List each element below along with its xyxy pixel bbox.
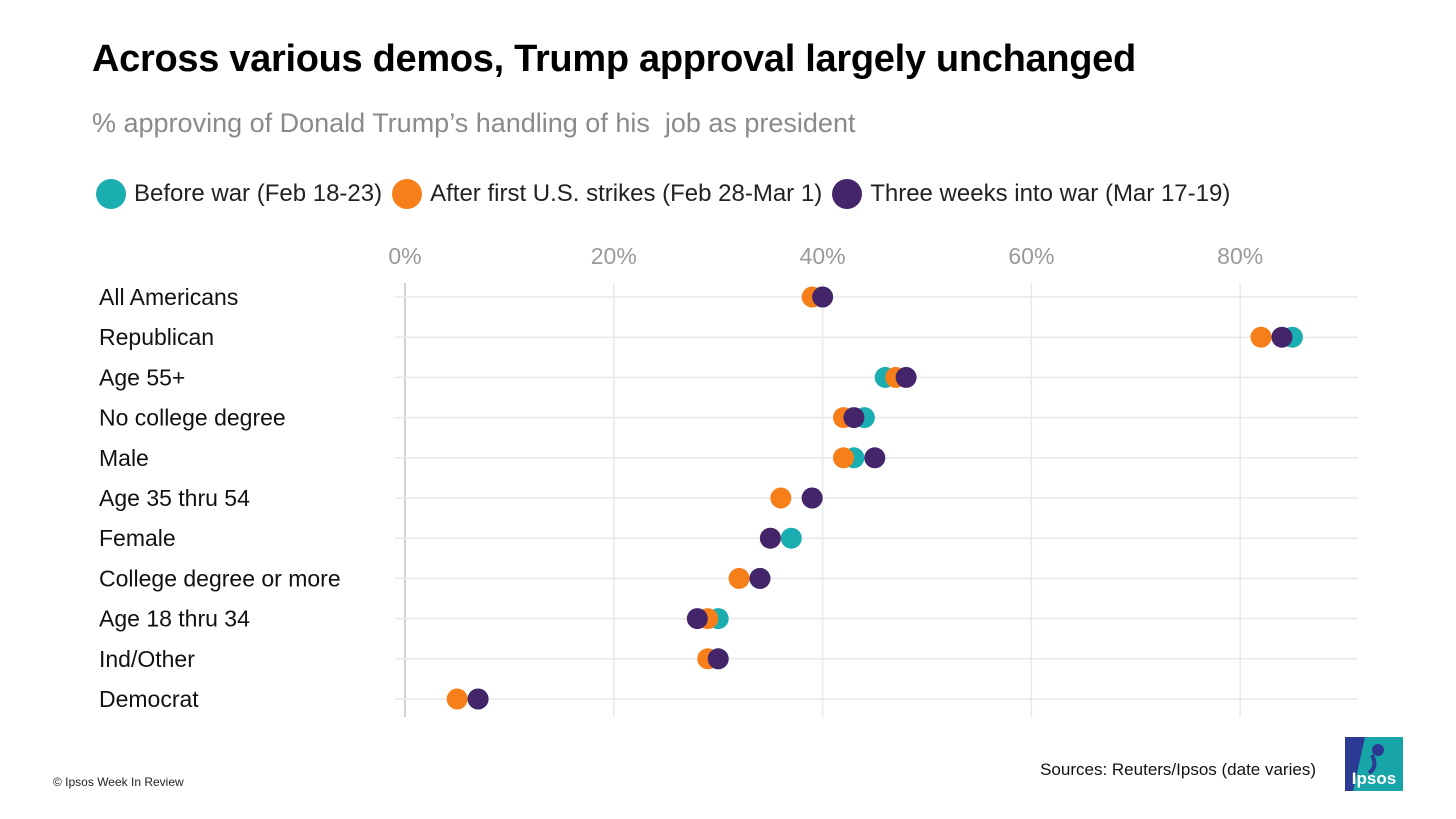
category-label: Republican [99,324,214,350]
data-point [770,487,792,509]
category-label: Democrat [99,686,199,712]
chart-legend: Before war (Feb 18-23) After first U.S. … [96,179,1240,209]
legend-label-after: After first U.S. strikes (Feb 28-Mar 1) [430,180,823,207]
category-label: College degree or more [99,565,341,591]
legend-item-before: Before war (Feb 18-23) [96,179,382,209]
ipsos-logo: Ipsos [1345,737,1403,791]
category-label: Age 18 thru 34 [99,606,250,632]
data-point [895,366,917,388]
data-point [728,567,750,589]
legend-item-after: After first U.S. strikes (Feb 28-Mar 1) [392,179,822,209]
page-title: Across various demos, Trump approval lar… [92,38,1136,80]
data-point [686,608,708,630]
category-label: Ind/Other [99,646,195,672]
category-label: Female [99,525,176,551]
data-point [1250,326,1272,348]
category-label: Male [99,445,149,471]
legend-item-three-weeks: Three weeks into war (Mar 17-19) [832,179,1230,209]
category-label: All Americans [99,284,238,310]
data-point [832,447,854,469]
data-point [1271,326,1293,348]
logo-wordmark: Ipsos [1352,769,1396,788]
data-point [843,407,865,429]
legend-label-three-weeks: Three weeks into war (Mar 17-19) [870,180,1231,207]
data-point [707,648,729,670]
data-point [864,447,886,469]
data-point [801,487,823,509]
legend-dot-before [96,179,126,209]
x-tick-label: 60% [1008,243,1054,269]
legend-label-before: Before war (Feb 18-23) [134,180,383,207]
data-point [446,688,468,710]
legend-dot-after [392,179,423,209]
data-point [467,688,489,710]
x-tick-label: 80% [1217,243,1263,269]
category-label: No college degree [99,405,286,431]
x-tick-label: 40% [800,243,846,269]
data-point [749,567,771,589]
legend-dot-three-weeks [832,179,863,209]
x-tick-label: 0% [388,243,421,269]
data-point [780,527,802,549]
x-tick-label: 20% [591,243,637,269]
category-label: Age 55+ [99,364,185,390]
copyright-footer: © Ipsos Week In Review [53,775,184,789]
data-point [759,527,781,549]
category-label: Age 35 thru 54 [99,485,250,511]
data-point [812,286,834,308]
page-subtitle: % approving of Donald Trump’s handling o… [92,108,856,138]
sources-note: Sources: Reuters/Ipsos (date varies) [1040,760,1316,779]
